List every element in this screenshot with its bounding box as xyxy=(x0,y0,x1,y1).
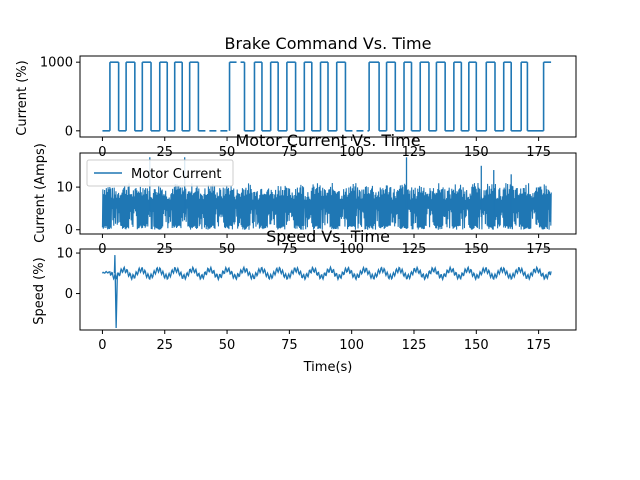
speed-ytick-label: 0 xyxy=(65,287,73,302)
motor-ytick-label: 0 xyxy=(65,223,73,238)
speed-title: Speed Vs. Time xyxy=(266,227,390,246)
speed-xtick-label: 150 xyxy=(464,338,489,353)
speed-ytick-label: 10 xyxy=(56,247,73,262)
brake-series xyxy=(102,61,552,132)
speed-xtick-label: 100 xyxy=(339,338,364,353)
brake-axes-frame xyxy=(79,55,577,138)
brake-ytick-label: 1000 xyxy=(40,56,73,71)
speed-xtick-label: 25 xyxy=(156,338,173,353)
speed-xtick-label: 175 xyxy=(526,338,551,353)
speed-transient xyxy=(113,255,119,328)
motor-current-ylabel: Current (Amps) xyxy=(33,143,48,243)
speed-axes-frame xyxy=(79,248,577,331)
legend-box xyxy=(86,159,234,187)
brake-ytick-label: 0 xyxy=(65,124,73,139)
speed-xtick-label: 0 xyxy=(98,338,106,353)
speed-xtick-label: 50 xyxy=(219,338,236,353)
speed-xtick-label: 75 xyxy=(281,338,298,353)
motor-axes-frame xyxy=(79,152,577,235)
time-xlabel: Time(s) xyxy=(303,360,353,375)
speed-series xyxy=(101,255,552,328)
motor-current-title: Motor Current Vs. Time xyxy=(235,131,420,150)
legend-label-motor-current: Motor Current xyxy=(131,167,222,182)
motor-current-line xyxy=(101,182,552,230)
motor-ytick-label: 10 xyxy=(56,181,73,196)
motor-current-legend: Motor Current xyxy=(86,159,234,187)
brake-command-title: Brake Command Vs. Time xyxy=(225,34,432,53)
speed-xtick-label: 125 xyxy=(402,338,427,353)
speed-ylabel: Speed (%) xyxy=(32,257,47,324)
speed-line xyxy=(101,265,552,282)
brake-command-ylabel: Current (%) xyxy=(15,60,30,135)
